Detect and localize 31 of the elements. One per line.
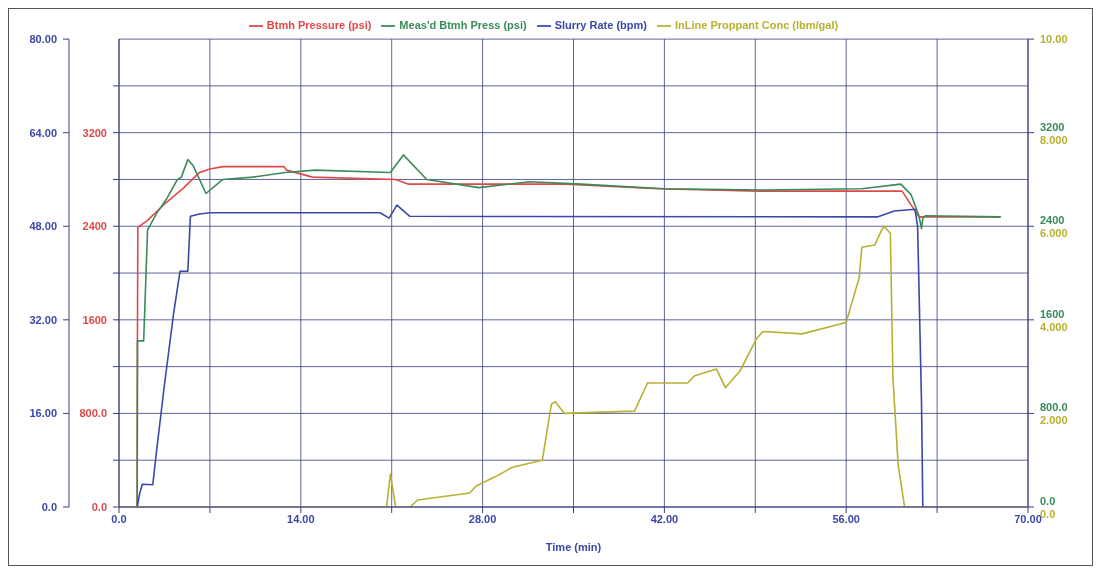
y3-tick-label: 16.00: [29, 407, 57, 420]
y-tick-label: 800.0: [79, 407, 107, 420]
x-tick-label: 14.00: [287, 512, 315, 525]
y2-tick-label: 2.000: [1040, 414, 1068, 427]
y3-tick-label: 48.00: [29, 220, 57, 233]
y-tick-label: 3200: [82, 126, 107, 139]
y-tick-label: 1600: [82, 313, 107, 326]
x-axis-title: Time (min): [545, 541, 602, 553]
text: 0.0: [1040, 495, 1056, 507]
y3-tick-label: 64.00: [29, 126, 57, 139]
legend-label: Btmh Pressure (psi): [266, 19, 372, 31]
y2-tick-label: 10.00: [1040, 33, 1068, 46]
x-tick-label: 56.00: [832, 512, 860, 525]
x-tick-label: 42.00: [650, 512, 679, 525]
y2-tick-label: 8.000: [1040, 133, 1068, 146]
y3-tick-label: 80.00: [29, 33, 57, 46]
text: 1600: [1040, 307, 1065, 320]
legend-label: InLine Proppant Conc (lbm/gal): [674, 19, 839, 31]
x-tick-label: 0.0: [111, 512, 127, 525]
legend-label: Meas'd Btmh Press (psi): [399, 19, 527, 31]
text: 2400: [1040, 214, 1065, 227]
y2-tick-label: 4.000: [1040, 320, 1068, 333]
legend-label: Slurry Rate (bpm): [554, 19, 647, 31]
y-tick-label: 0.0: [91, 501, 107, 513]
y2-tick-label: 6.000: [1040, 227, 1068, 240]
text: 3200: [1040, 120, 1065, 133]
y3-tick-label: 32.00: [29, 313, 57, 326]
y3-tick-label: 0.0: [41, 501, 57, 513]
text: 800.0: [1040, 401, 1068, 414]
x-tick-label: 28.00: [468, 512, 497, 525]
y-tick-label: 2400: [82, 220, 107, 233]
